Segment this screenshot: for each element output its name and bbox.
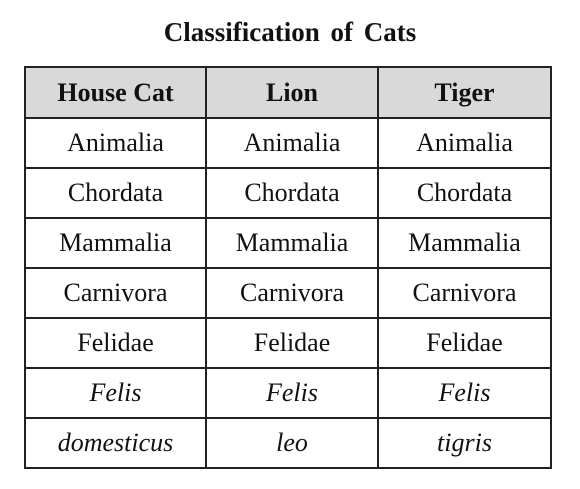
- header-row: House Cat Lion Tiger: [24, 66, 552, 119]
- classification-table: House Cat Lion Tiger Animalia Animalia A…: [24, 66, 552, 469]
- table-cell: Mammalia: [205, 217, 379, 269]
- table-cell: Felis: [205, 367, 379, 419]
- table-cell: Felidae: [205, 317, 379, 369]
- header-house-cat: House Cat: [24, 66, 207, 119]
- table-cell: tigris: [377, 417, 552, 469]
- table-row-phylum: Chordata Chordata Chordata: [24, 167, 552, 219]
- table-row-class: Mammalia Mammalia Mammalia: [24, 217, 552, 269]
- table-title: Classification of Cats: [163, 17, 417, 47]
- table-cell: Felidae: [377, 317, 552, 369]
- table-cell: Animalia: [24, 117, 207, 169]
- header-tiger: Tiger: [377, 66, 552, 119]
- table-cell: domesticus: [24, 417, 207, 469]
- table-cell: Mammalia: [377, 217, 552, 269]
- table-cell: Carnivora: [24, 267, 207, 319]
- table-cell: Chordata: [377, 167, 552, 219]
- header-lion: Lion: [205, 66, 379, 119]
- table-row-kingdom: Animalia Animalia Animalia: [24, 117, 552, 169]
- table-row-genus: Felis Felis Felis: [24, 367, 552, 419]
- table-cell: Chordata: [205, 167, 379, 219]
- table-cell: Carnivora: [377, 267, 552, 319]
- table-cell: Animalia: [205, 117, 379, 169]
- table-cell: Felis: [24, 367, 207, 419]
- table-cell: Carnivora: [205, 267, 379, 319]
- table-row-order: Carnivora Carnivora Carnivora: [24, 267, 552, 319]
- table-row-species: domesticus leo tigris: [24, 417, 552, 469]
- table-cell: Chordata: [24, 167, 207, 219]
- table-cell: leo: [205, 417, 379, 469]
- table-cell: Felis: [377, 367, 552, 419]
- table-cell: Felidae: [24, 317, 207, 369]
- table-row-family: Felidae Felidae Felidae: [24, 317, 552, 369]
- table-cell: Mammalia: [24, 217, 207, 269]
- table-cell: Animalia: [377, 117, 552, 169]
